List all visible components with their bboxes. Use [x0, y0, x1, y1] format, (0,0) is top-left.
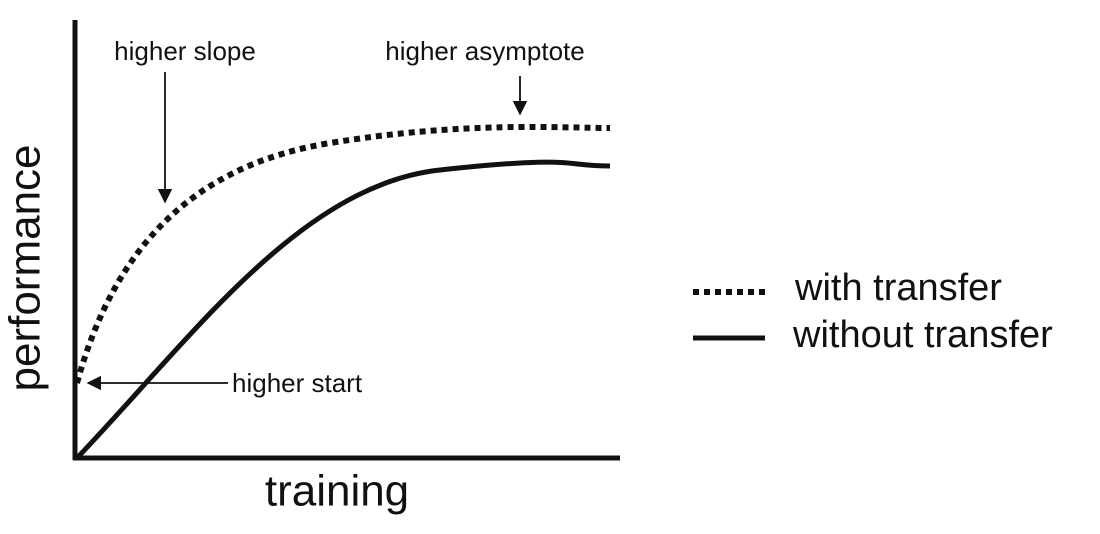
annotation-start: higher start: [232, 368, 363, 398]
curve-with-transfer: [74, 123, 611, 384]
y-axis-label: performance: [1, 144, 50, 391]
legend-label: without transfer: [792, 314, 1053, 356]
legend-label: with transfer: [794, 267, 1002, 309]
annotation-asymptote: higher asymptote: [385, 36, 584, 66]
curve-without-transfer: [75, 159, 611, 460]
annotation-slope: higher slope: [114, 36, 256, 66]
x-axis-label: training: [265, 467, 409, 516]
